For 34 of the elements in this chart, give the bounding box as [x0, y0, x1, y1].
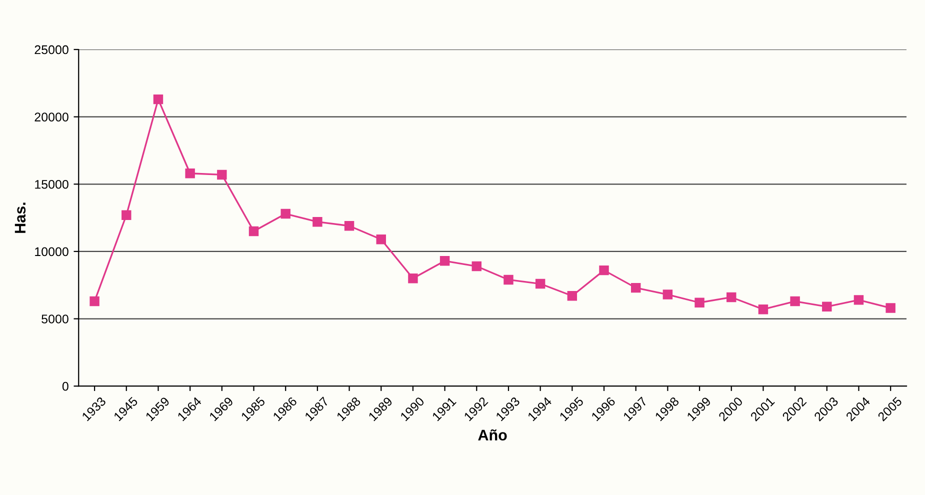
y-tick-label: 15000: [35, 180, 68, 189]
point: [312, 216, 322, 227]
point: [185, 168, 195, 178]
point: [726, 292, 736, 302]
x-axis-title: Año: [478, 429, 507, 440]
point: [694, 298, 704, 308]
point: [217, 170, 227, 180]
point: [408, 274, 418, 284]
y-tick-label: 25000: [34, 45, 68, 54]
point: [504, 274, 514, 285]
point: [122, 210, 132, 220]
point: [854, 295, 864, 305]
y-tick-label: 10000: [35, 247, 68, 256]
point: [248, 226, 259, 236]
y-axis-title: Has.: [14, 202, 26, 233]
point: [535, 278, 546, 289]
point: [758, 304, 768, 314]
point: [376, 234, 386, 244]
point: [886, 303, 896, 313]
point: [440, 256, 450, 266]
point: [344, 221, 354, 231]
point: [790, 296, 800, 306]
point: [280, 208, 290, 219]
point: [822, 302, 832, 312]
point: [567, 291, 578, 301]
point: [472, 261, 482, 272]
point: [90, 296, 100, 306]
point: [662, 290, 673, 300]
point: [599, 265, 609, 276]
point: [153, 94, 164, 104]
y-tick-label: 20000: [34, 112, 68, 122]
point: [630, 282, 641, 293]
y-tick-label: 0: [62, 382, 68, 391]
y-tick-label: 5000: [42, 314, 68, 324]
